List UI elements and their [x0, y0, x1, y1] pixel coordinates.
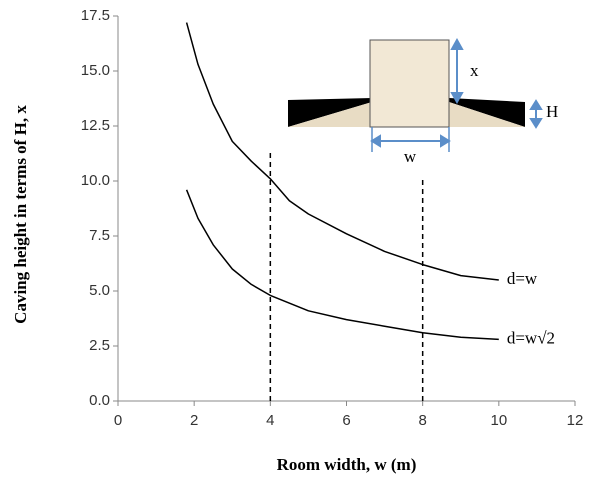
inset-seam: [449, 98, 525, 127]
x-tick-label: 2: [190, 412, 198, 429]
inset-arrows: [370, 37, 543, 152]
x-tick-label: 10: [490, 412, 507, 429]
x-tick-label: 8: [418, 412, 426, 429]
x-tick-label: 12: [567, 412, 584, 429]
x-tick-label: 6: [342, 412, 350, 429]
series-label: d=w√2: [507, 328, 555, 347]
series-line: [185, 189, 499, 341]
inset-goaf: [449, 102, 525, 127]
x-tick-label: 4: [266, 412, 274, 429]
inset-label: w: [404, 147, 417, 166]
y-tick-label: 7.5: [89, 227, 110, 244]
x-axis-title: Room width, w (m): [277, 455, 417, 474]
x-tick-label: 0: [114, 412, 122, 429]
y-tick-label: 5.0: [89, 282, 110, 299]
series-line: [185, 22, 499, 281]
inset-diagram: [288, 37, 543, 152]
inset-cave: [369, 39, 450, 128]
y-tick-label: 15.0: [81, 62, 110, 79]
inset-goaf: [288, 102, 372, 127]
inset-label: x: [470, 61, 479, 80]
y-tick-label: 2.5: [89, 337, 110, 354]
inset-label: H: [546, 102, 558, 121]
y-tick-label: 0.0: [89, 392, 110, 409]
y-tick-label: 10.0: [81, 172, 110, 189]
inset-seam: [288, 98, 372, 127]
y-tick-label: 17.5: [81, 7, 110, 24]
y-axis-title: Caving height in terms of H, x: [11, 105, 30, 324]
series-label: d=w: [507, 269, 538, 288]
y-tick-label: 12.5: [81, 117, 110, 134]
